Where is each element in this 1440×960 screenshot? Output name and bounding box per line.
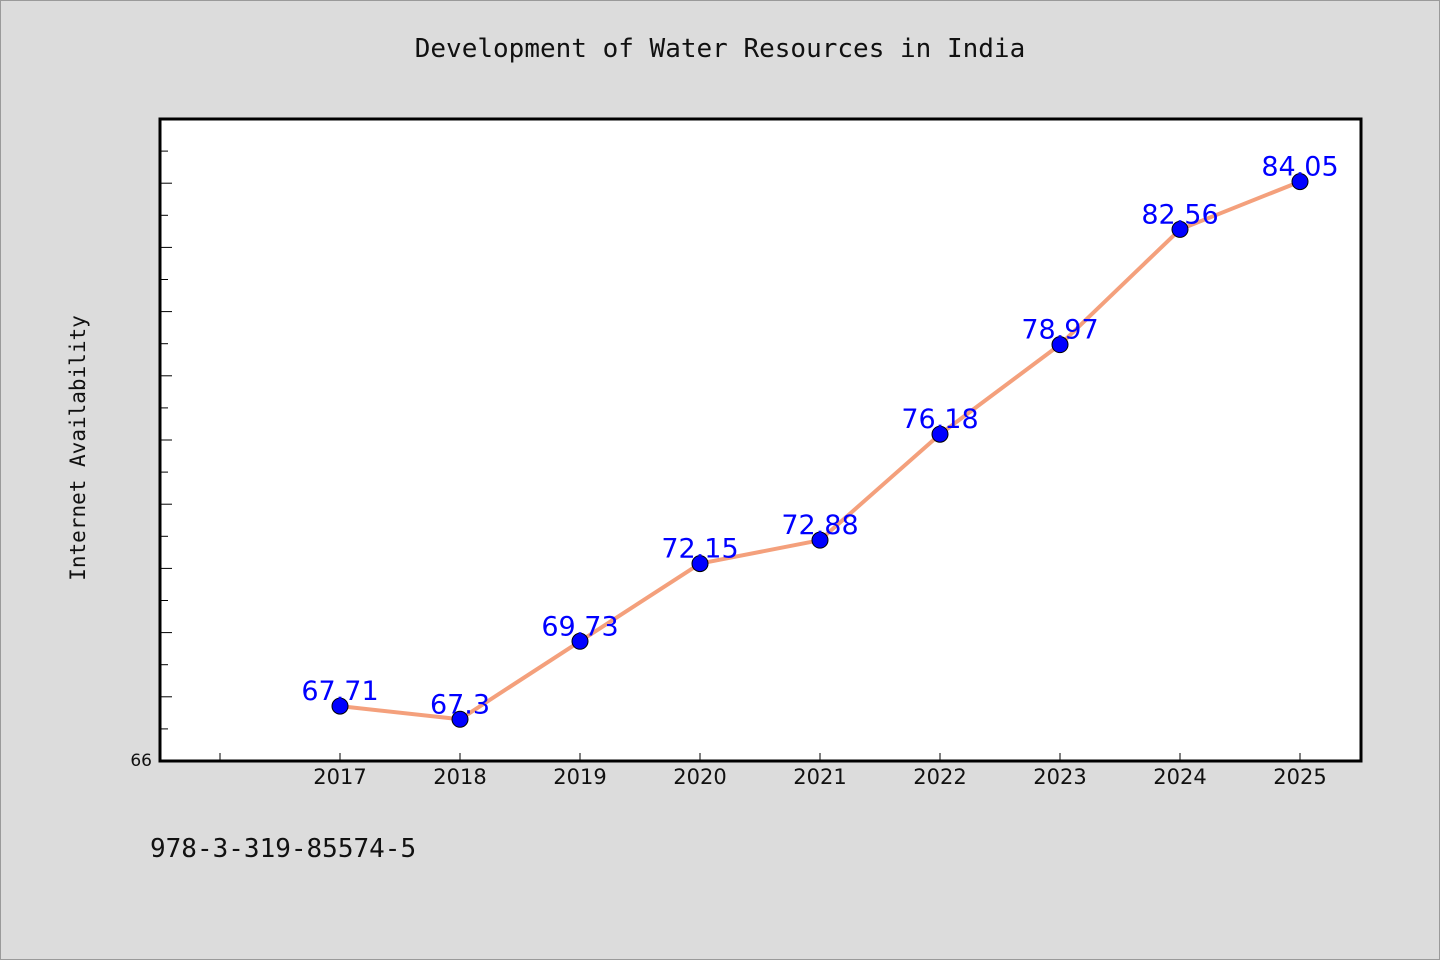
data-label: 67.3 (430, 689, 490, 720)
chart-title: Development of Water Resources in India (414, 34, 1026, 64)
data-label: 72.15 (661, 534, 738, 565)
footer-code: 978-3-319-85574-5 (150, 834, 417, 864)
x-tick-label: 2018 (433, 765, 486, 789)
data-point (331, 697, 349, 715)
x-tick-label: 2024 (1153, 765, 1206, 789)
data-label: 78.97 (1021, 315, 1098, 346)
data-point (571, 632, 589, 650)
data-point (1171, 220, 1189, 238)
plot-area (158, 117, 1363, 763)
x-tick-label: 2017 (313, 765, 366, 789)
x-ticks: 2017 2018 2019 2020 2021 2022 2023 2024 2025 (219, 753, 1327, 789)
data-label: 67.71 (301, 676, 378, 707)
x-tick-label: 2020 (673, 765, 726, 789)
x-tick-label: 2023 (1033, 765, 1086, 789)
data-point (1051, 336, 1069, 354)
data-point (451, 710, 469, 728)
data-point (1291, 173, 1309, 191)
data-point (691, 555, 709, 573)
data-label: 84.05 (1261, 152, 1338, 183)
x-tick-label: 2025 (1273, 765, 1326, 789)
x-tick-label: 2019 (553, 765, 606, 789)
data-point (931, 425, 949, 443)
x-tick-label: 2021 (793, 765, 846, 789)
data-label: 72.88 (781, 510, 858, 541)
data-label: 69.73 (541, 611, 618, 642)
y-tick-label: 66 (130, 751, 152, 771)
y-ticks: 66 (130, 150, 172, 771)
data-label: 76.18 (901, 404, 978, 435)
x-tick-label: 2022 (913, 765, 966, 789)
data-label: 82.56 (1141, 199, 1218, 230)
data-point (811, 531, 829, 549)
series: 67.71 67.3 69.73 72.15 72.88 76.18 78.97 82.56 8… (301, 152, 1339, 728)
